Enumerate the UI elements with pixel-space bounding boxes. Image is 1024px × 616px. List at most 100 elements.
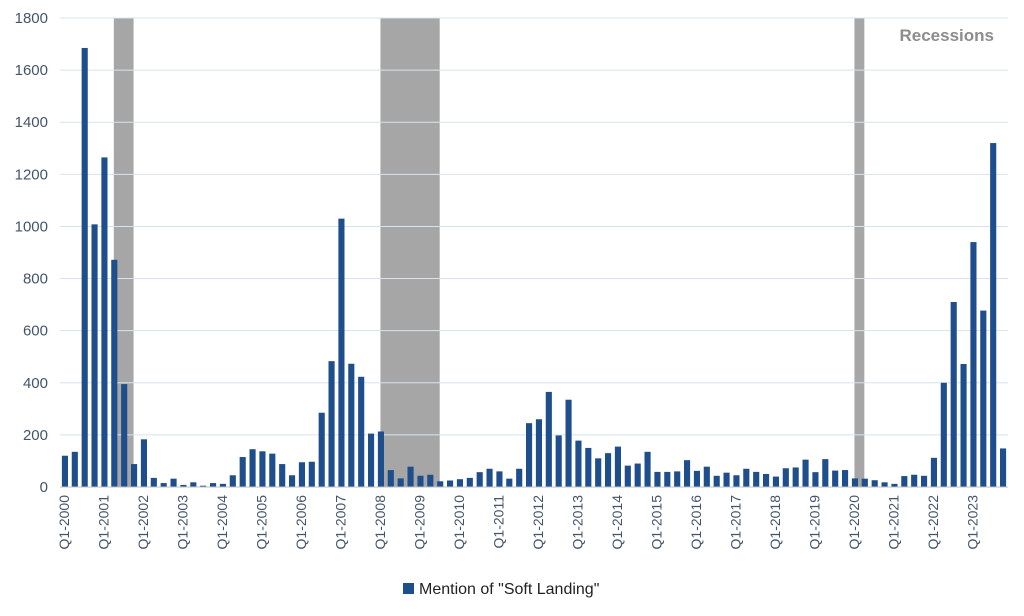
bar: [605, 453, 612, 487]
bar: [279, 464, 286, 487]
bar: [684, 460, 691, 487]
bar: [219, 483, 226, 487]
bar: [812, 472, 819, 487]
bar: [486, 468, 493, 487]
bar: [930, 457, 937, 487]
bar: [772, 476, 779, 487]
y-tick-label: 600: [23, 323, 48, 340]
x-tick-label: Q1-2014: [609, 495, 625, 550]
bar: [437, 481, 444, 487]
x-tick-label: Q1-2016: [688, 495, 704, 550]
y-tick-label: 1800: [15, 10, 48, 27]
bar: [782, 468, 789, 487]
bar: [180, 484, 187, 487]
bar: [733, 475, 740, 487]
x-tick-label: Q1-2017: [727, 495, 743, 550]
bar: [427, 474, 434, 487]
bar: [1000, 448, 1007, 487]
bar: [950, 302, 957, 487]
bar: [516, 468, 523, 487]
bar: [614, 446, 621, 487]
recession-band: [854, 18, 865, 487]
bar: [585, 447, 592, 487]
bar: [229, 475, 236, 487]
bar: [654, 471, 661, 487]
bar: [318, 412, 325, 487]
bar: [990, 143, 997, 487]
bar: [842, 470, 849, 487]
bar: [526, 423, 533, 487]
bar: [674, 471, 681, 487]
bar: [71, 451, 78, 487]
x-tick-label: Q1-2022: [925, 495, 941, 550]
x-tick-label: Q1-2003: [174, 495, 190, 550]
bar: [298, 462, 305, 487]
x-tick-label: Q1-2010: [451, 495, 467, 550]
bar: [901, 476, 908, 487]
bar: [407, 466, 414, 487]
bar: [506, 478, 513, 487]
x-tick-label: Q1-2007: [332, 495, 348, 550]
bar: [358, 376, 365, 487]
x-tick-label: Q1-2000: [56, 495, 72, 550]
legend-swatch: [403, 583, 414, 594]
bar: [328, 361, 335, 487]
recessions-label: Recessions: [900, 26, 995, 45]
bar: [792, 467, 799, 487]
x-tick-label: Q1-2012: [530, 495, 546, 550]
bar: [289, 475, 296, 487]
bar: [140, 439, 147, 487]
bar: [387, 470, 394, 487]
bar: [111, 259, 118, 487]
bar: [368, 433, 375, 487]
bar: [259, 451, 266, 487]
bar: [190, 482, 197, 487]
bar: [545, 391, 552, 487]
y-tick-label: 800: [23, 271, 48, 288]
bar: [891, 483, 898, 487]
bar: [832, 470, 839, 487]
y-tick-label: 400: [23, 375, 48, 392]
x-tick-label: Q1-2002: [135, 495, 151, 550]
bar: [466, 477, 473, 487]
bar: [121, 384, 128, 487]
bar: [308, 461, 315, 487]
bar: [911, 474, 918, 487]
bar: [239, 457, 246, 487]
bar: [338, 218, 345, 487]
x-tick-label: Q1-2011: [490, 495, 506, 549]
bar: [269, 453, 276, 487]
x-tick-label: Q1-2019: [806, 495, 822, 550]
bar: [921, 475, 928, 487]
x-tick-label: Q1-2015: [648, 495, 664, 550]
x-axis-ticks: Q1-2000 Q1-2001 Q1-2002 Q1-2003 Q1-2004 Q1-20…: [56, 495, 981, 550]
y-axis-ticks: 0 200 400 600 800 1000 1200 1400 1600 1800: [15, 10, 48, 496]
x-tick-label: Q1-2020: [846, 495, 862, 550]
bar: [81, 47, 88, 488]
bar: [565, 399, 572, 487]
bar: [170, 478, 177, 487]
bar: [960, 364, 967, 487]
bar: [210, 483, 217, 487]
bar: [664, 471, 671, 487]
bar: [763, 473, 770, 487]
bar: [131, 464, 138, 487]
bar: [723, 472, 730, 487]
recession-shading-layer: [113, 18, 865, 487]
bar: [61, 455, 68, 487]
bar: [456, 479, 463, 487]
x-tick-label: Q1-2005: [253, 495, 269, 550]
bar: [150, 477, 157, 487]
bar: [535, 419, 542, 487]
y-tick-label: 1000: [15, 218, 48, 235]
bar: [249, 449, 256, 487]
y-tick-label: 1200: [15, 166, 48, 183]
bar: [417, 475, 424, 487]
recession-band: [380, 18, 440, 487]
bar: [575, 440, 582, 487]
bar: [703, 466, 710, 487]
bar: [693, 470, 700, 487]
bar: [348, 363, 355, 487]
x-tick-label: Q1-2009: [411, 495, 427, 550]
bar: [496, 471, 503, 487]
